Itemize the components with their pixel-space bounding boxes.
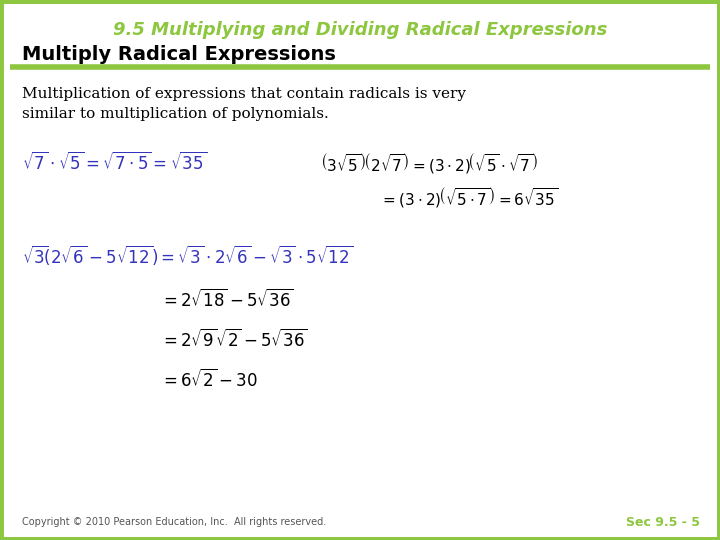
Text: $=\left(3\cdot2\right)\!\left(\sqrt{5\cdot7}\right)=6\sqrt{35}$: $=\left(3\cdot2\right)\!\left(\sqrt{5\cd…	[380, 185, 558, 209]
Text: Copyright © 2010 Pearson Education, Inc.  All rights reserved.: Copyright © 2010 Pearson Education, Inc.…	[22, 517, 326, 527]
Text: Multiplication of expressions that contain radicals is very
similar to multiplic: Multiplication of expressions that conta…	[22, 87, 466, 121]
Text: $=2\sqrt{9}\sqrt{2}-5\sqrt{36}$: $=2\sqrt{9}\sqrt{2}-5\sqrt{36}$	[160, 329, 307, 351]
Text: 9.5 Multiplying and Dividing Radical Expressions: 9.5 Multiplying and Dividing Radical Exp…	[113, 21, 607, 39]
Text: Multiply Radical Expressions: Multiply Radical Expressions	[22, 45, 336, 64]
Text: $\sqrt{7}\cdot\sqrt{5}=\sqrt{7\cdot5}=\sqrt{35}$: $\sqrt{7}\cdot\sqrt{5}=\sqrt{7\cdot5}=\s…	[22, 152, 207, 174]
Text: $=2\sqrt{18}-5\sqrt{36}$: $=2\sqrt{18}-5\sqrt{36}$	[160, 289, 294, 311]
Text: $\sqrt{3}\!\left(2\sqrt{6}-5\sqrt{12}\right)=\sqrt{3}\cdot2\sqrt{6}-\sqrt{3}\cdo: $\sqrt{3}\!\left(2\sqrt{6}-5\sqrt{12}\ri…	[22, 243, 354, 267]
Text: Sec 9.5 - 5: Sec 9.5 - 5	[626, 516, 700, 529]
Text: $\left(3\sqrt{5}\right)\!\left(2\sqrt{7}\right)=\left(3\cdot2\right)\!\left(\sqr: $\left(3\sqrt{5}\right)\!\left(2\sqrt{7}…	[320, 151, 538, 175]
Text: $=6\sqrt{2}-30$: $=6\sqrt{2}-30$	[160, 369, 258, 391]
